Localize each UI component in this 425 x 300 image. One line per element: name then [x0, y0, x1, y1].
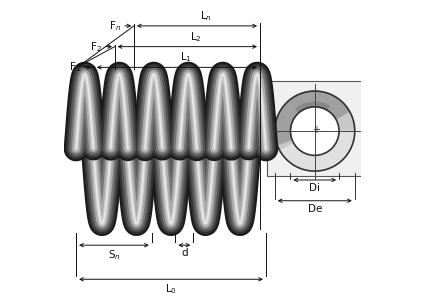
Circle shape	[290, 107, 339, 155]
Bar	[267, 81, 362, 176]
Wedge shape	[296, 102, 329, 112]
Text: L$_n$: L$_n$	[200, 9, 212, 23]
Text: Di: Di	[309, 183, 320, 193]
Wedge shape	[275, 91, 349, 145]
Text: L$_1$: L$_1$	[180, 51, 192, 64]
Text: L$_0$: L$_0$	[165, 282, 177, 296]
Wedge shape	[280, 131, 355, 171]
Text: F$_1$: F$_1$	[69, 61, 81, 74]
Text: +: +	[312, 124, 320, 135]
Text: S$_n$: S$_n$	[108, 248, 120, 262]
Text: F$_n$: F$_n$	[109, 19, 121, 33]
Circle shape	[275, 91, 355, 171]
Text: L$_2$: L$_2$	[190, 30, 202, 44]
Text: d: d	[181, 248, 188, 258]
Text: De: De	[308, 204, 322, 214]
Text: F$_2$: F$_2$	[90, 40, 102, 53]
